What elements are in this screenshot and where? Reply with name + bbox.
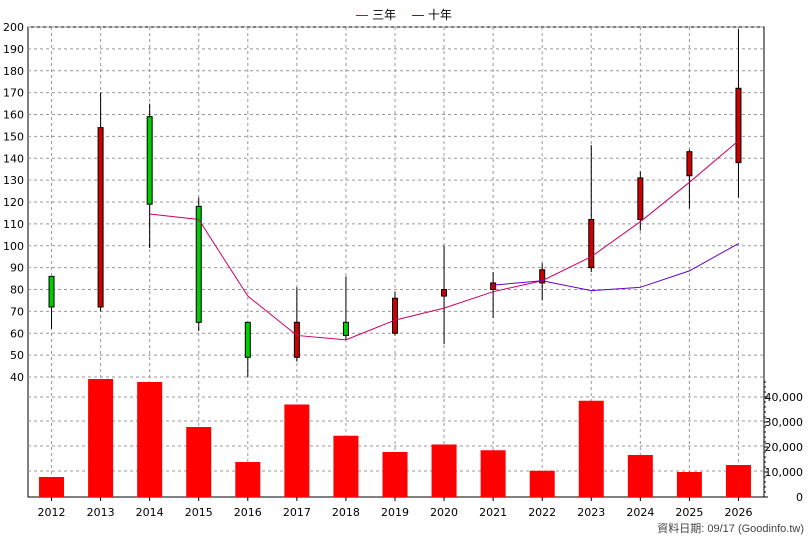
x-tick-label: 2015 xyxy=(185,506,213,519)
ma3-line xyxy=(149,140,739,341)
volume-bar xyxy=(186,427,212,497)
price-tick-label: 110 xyxy=(3,218,24,231)
volume-bar xyxy=(627,455,653,497)
candle-body xyxy=(48,275,55,308)
volume-tick-label: 10,000 xyxy=(765,466,804,479)
candle-body xyxy=(490,282,497,290)
x-tick-label: 2026 xyxy=(724,506,752,519)
data-date-footer: 資料日期: 09/17 (Goodinfo.tw) xyxy=(657,523,804,535)
price-tick-label: 60 xyxy=(10,327,24,340)
candle-body xyxy=(686,151,693,177)
legend-swatch-ma10 xyxy=(411,15,424,16)
candle-body xyxy=(637,177,644,220)
price-tick-label: 90 xyxy=(10,262,24,275)
volume-bar xyxy=(578,400,604,497)
volume-tick-label: 20,000 xyxy=(765,441,804,454)
candle-body xyxy=(146,116,153,205)
price-tick-label: 200 xyxy=(3,21,24,34)
legend-item-ma3: 三年 xyxy=(356,6,396,23)
volume-bar xyxy=(529,470,555,497)
candle-body xyxy=(195,205,202,323)
chart-legend: 三年 十年 xyxy=(0,6,808,23)
candle-body xyxy=(293,321,300,358)
volume-bar xyxy=(137,382,163,497)
price-tick-label: 50 xyxy=(10,349,24,362)
volume-bar xyxy=(725,465,751,497)
volume-tick-label: 40,000 xyxy=(765,391,804,404)
x-tick-label: 2021 xyxy=(479,506,507,519)
candle-body xyxy=(588,219,595,269)
price-tick-label: 100 xyxy=(3,240,24,253)
x-tick-label: 2025 xyxy=(675,506,703,519)
volume-bar xyxy=(431,444,457,497)
ma10-line xyxy=(493,243,739,292)
x-tick-label: 2023 xyxy=(577,506,605,519)
volume-tick-label: 0 xyxy=(796,491,803,504)
x-tick-label: 2020 xyxy=(430,506,458,519)
volume-bar xyxy=(235,462,261,497)
x-tick-label: 2019 xyxy=(381,506,409,519)
price-tick-label: 120 xyxy=(3,196,24,209)
volume-bar xyxy=(382,452,408,497)
candle-body xyxy=(735,87,742,164)
price-tick-label: 130 xyxy=(3,174,24,187)
price-tick-label: 150 xyxy=(3,130,24,143)
volume-bar xyxy=(676,472,702,497)
x-tick-label: 2022 xyxy=(528,506,556,519)
legend-label-ma3: 三年 xyxy=(372,8,397,22)
candle-body xyxy=(97,127,104,308)
price-tick-label: 140 xyxy=(3,152,24,165)
legend-item-ma10: 十年 xyxy=(411,6,452,23)
volume-tick-label: 30,000 xyxy=(765,416,804,429)
x-tick-label: 2018 xyxy=(332,506,360,519)
x-tick-label: 2024 xyxy=(626,506,654,519)
volume-bar xyxy=(284,404,310,497)
price-tick-label: 40 xyxy=(10,371,24,384)
price-tick-label: 190 xyxy=(3,43,24,56)
x-tick-label: 2016 xyxy=(234,506,262,519)
candle-body xyxy=(392,297,398,334)
candle-body xyxy=(441,289,448,297)
legend-swatch-ma3 xyxy=(356,15,369,16)
price-tick-label: 180 xyxy=(3,65,24,78)
x-tick-label: 2012 xyxy=(38,506,66,519)
price-tick-label: 80 xyxy=(10,284,24,297)
price-tick-label: 70 xyxy=(10,305,24,318)
price-tick-label: 160 xyxy=(3,109,24,122)
legend-label-ma10: 十年 xyxy=(427,8,452,22)
volume-bar xyxy=(39,477,65,497)
candle-body xyxy=(342,321,349,336)
volume-bar xyxy=(88,379,114,497)
candle-body xyxy=(244,321,251,358)
candle-body xyxy=(539,269,546,284)
x-tick-label: 2017 xyxy=(283,506,311,519)
price-tick-label: 170 xyxy=(3,87,24,100)
x-tick-label: 2013 xyxy=(87,506,115,519)
volume-bar xyxy=(480,450,506,497)
volume-bar xyxy=(333,435,359,497)
x-tick-label: 2014 xyxy=(136,506,164,519)
